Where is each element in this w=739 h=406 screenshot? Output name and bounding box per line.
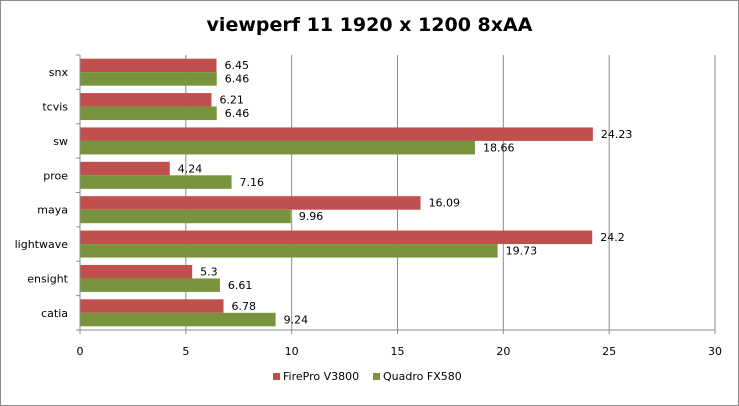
chart-title: viewperf 11 1920 x 1200 8xAA (206, 14, 533, 36)
category-label: lightwave (15, 238, 69, 251)
bar-firepro (80, 58, 217, 73)
data-label: 9.24 (284, 313, 309, 326)
bar-firepro (80, 127, 593, 141)
category-label: sw (53, 135, 68, 148)
bar-quadro (80, 175, 232, 189)
data-label: 18.66 (483, 141, 514, 154)
data-label: 16.09 (429, 197, 461, 210)
data-label: 6.45 (225, 59, 250, 72)
category-label: proe (43, 169, 68, 182)
x-tick-label: 30 (708, 345, 722, 358)
data-label: 24.23 (601, 128, 633, 141)
data-label: 4.24 (178, 162, 203, 175)
bar-quadro (80, 278, 220, 292)
category-label: snx (49, 66, 69, 79)
bar-quadro (80, 312, 276, 327)
x-tick-label: 5 (182, 345, 189, 358)
data-label: 6.46 (225, 107, 250, 120)
bar-quadro (80, 140, 475, 155)
x-tick-label: 0 (77, 345, 84, 358)
bar-firepro (80, 196, 421, 210)
legend-label: Quadro FX580 (383, 370, 462, 383)
data-label: 6.61 (228, 279, 253, 292)
legend-label: FirePro V3800 (283, 370, 359, 383)
legend-swatch (373, 373, 380, 380)
x-tick-label: 15 (391, 345, 405, 358)
data-label: 6.21 (219, 94, 244, 107)
bar-firepro (80, 299, 224, 313)
data-label: 5.3 (200, 265, 218, 278)
data-label: 19.73 (506, 245, 538, 258)
bar-firepro (80, 93, 212, 107)
bar-quadro (80, 244, 498, 258)
bar-quadro (80, 106, 217, 121)
axes (76, 54, 716, 334)
labels: 0 5 10 15 20 25 30snx6.456.46tcvis6.216.46sw24… (15, 59, 722, 358)
data-label: 7.16 (240, 176, 265, 189)
category-label: tcvis (42, 101, 68, 114)
legend-swatch (273, 373, 280, 380)
legend: FirePro V3800 Quadro FX580 (273, 370, 462, 383)
gridlines (185, 55, 716, 330)
bar-quadro (80, 209, 291, 224)
bar-firepro (80, 264, 193, 279)
x-tick-label: 20 (496, 345, 510, 358)
data-label: 6.78 (232, 300, 257, 313)
bar-firepro (80, 230, 593, 245)
category-label: ensight (27, 272, 68, 285)
bar-quadro (80, 72, 217, 86)
bars (80, 58, 593, 327)
x-tick-label: 25 (602, 345, 616, 358)
category-label: catia (41, 307, 68, 320)
data-label: 9.96 (299, 210, 324, 223)
x-tick-label: 10 (285, 345, 299, 358)
data-label: 24.2 (600, 231, 625, 244)
category-label: maya (37, 204, 68, 217)
data-label: 6.46 (225, 73, 250, 86)
bar-firepro (80, 161, 170, 176)
